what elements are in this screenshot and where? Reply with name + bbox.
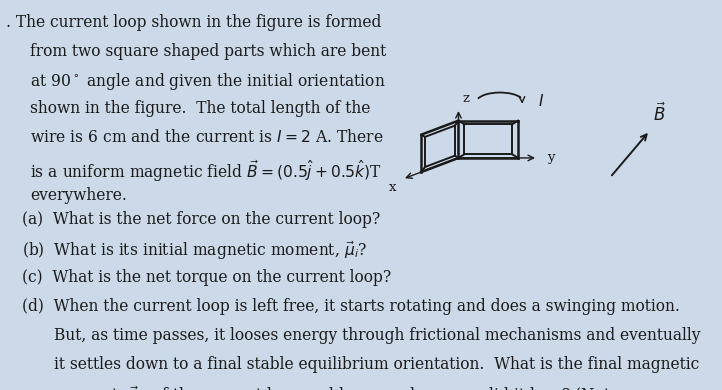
Text: But, as time passes, it looses energy through frictional mechanisms and eventual: But, as time passes, it looses energy th… <box>54 327 700 344</box>
Text: at 90$^\circ$ angle and given the initial orientation: at 90$^\circ$ angle and given the initia… <box>30 71 386 92</box>
Text: (c)  What is the net torque on the current loop?: (c) What is the net torque on the curren… <box>22 269 391 286</box>
Text: $\vec{B}$: $\vec{B}$ <box>653 102 666 125</box>
Text: . The current loop shown in the figure is formed: . The current loop shown in the figure i… <box>6 14 381 31</box>
Text: everywhere.: everywhere. <box>30 187 127 204</box>
Text: z: z <box>462 92 469 105</box>
Text: moment, $\vec{\mu}_f$, of the current loop and how much energy did it lose? (Not: moment, $\vec{\mu}_f$, of the current lo… <box>54 385 690 390</box>
Text: (a)  What is the net force on the current loop?: (a) What is the net force on the current… <box>22 211 380 228</box>
Text: is a uniform magnetic field $\vec{B} = (0.5\hat{j}+0.5\hat{k})$T: is a uniform magnetic field $\vec{B} = (… <box>30 158 383 184</box>
Text: $I$: $I$ <box>537 93 544 109</box>
Text: (d)  When the current loop is left free, it starts rotating and does a swinging : (d) When the current loop is left free, … <box>22 298 679 315</box>
Text: shown in the figure.  The total length of the: shown in the figure. The total length of… <box>30 100 370 117</box>
Text: x: x <box>389 181 397 194</box>
Text: (b)  What is its initial magnetic moment, $\vec{\mu}_i$?: (b) What is its initial magnetic moment,… <box>22 240 367 262</box>
Text: from two square shaped parts which are bent: from two square shaped parts which are b… <box>30 43 386 60</box>
Text: it settles down to a final stable equilibrium orientation.  What is the final ma: it settles down to a final stable equili… <box>54 356 700 372</box>
Text: y: y <box>547 151 554 165</box>
Text: wire is 6 cm and the current is $I = 2$ A. There: wire is 6 cm and the current is $I = 2$ … <box>30 129 383 146</box>
